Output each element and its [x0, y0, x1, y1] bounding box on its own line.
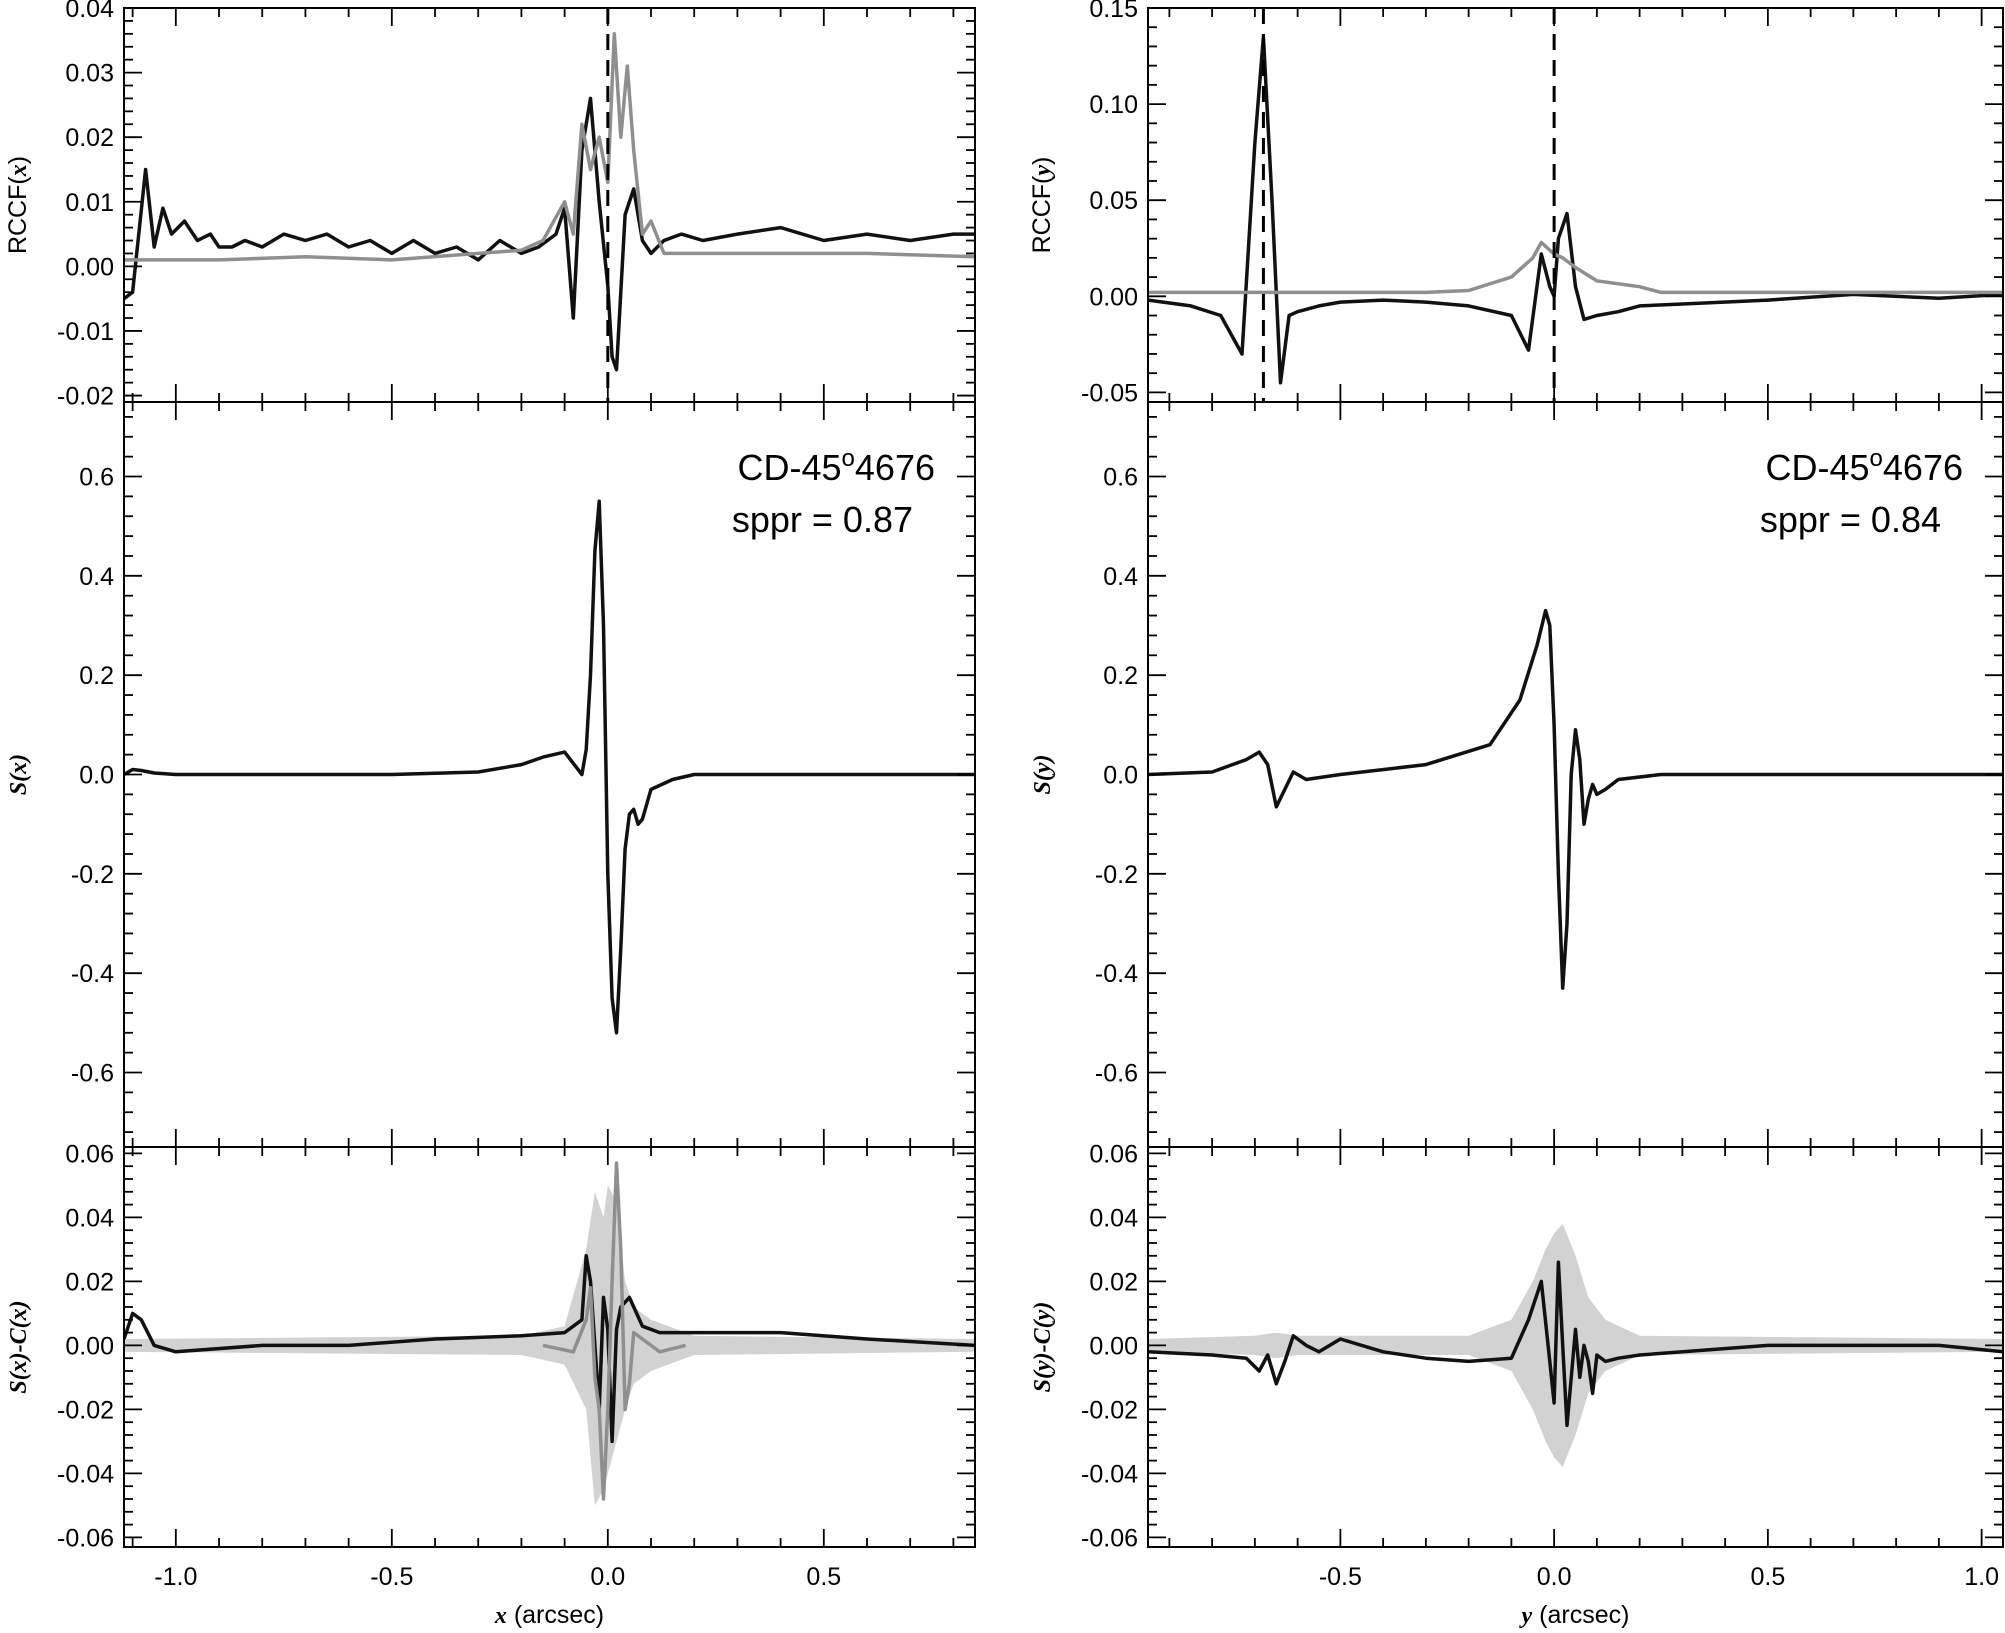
x-tick-label: 1.0: [1964, 1563, 1999, 1591]
y-tick-label: 0.00: [65, 1332, 114, 1360]
x-tick-label: -0.5: [370, 1563, 413, 1591]
plot-area: [1148, 35, 2003, 385]
series-line-1: [542, 1161, 687, 1501]
y-tick-label: -0.01: [57, 318, 114, 346]
series-line-0: [1148, 608, 2003, 990]
y-tick-label: -0.04: [57, 1460, 114, 1488]
y-axis-label: S(x)-C(x): [6, 1300, 32, 1393]
y-tick-label: 0.06: [65, 1140, 114, 1168]
x-tick-label: 0.5: [1750, 1563, 1785, 1591]
y-tick-label: -0.6: [71, 1060, 114, 1088]
y-tick-label: 0.2: [79, 662, 114, 690]
y-tick-label: 0.04: [65, 1204, 114, 1232]
y-tick-label: 0.03: [65, 60, 114, 88]
plot-area: [124, 32, 975, 372]
y-tick-label: -0.02: [57, 1396, 114, 1424]
x-tick-label: 0.0: [1537, 1563, 1572, 1591]
y-axis-label: RCCF(y): [1028, 157, 1056, 254]
panel-bottom-right: 0.06 0.04 0.02 0.00 -0.02 -0.04 -0.06 -0.5 0.0 0.…: [1030, 1140, 2004, 1629]
y-tick-label: -0.2: [1095, 861, 1138, 889]
y-tick-label: -0.04: [1081, 1460, 1138, 1488]
y-tick-label: -0.06: [1081, 1524, 1138, 1552]
y-tick-label: 0.10: [1089, 91, 1138, 119]
panel-top-left: 0.04 0.03 0.02 0.01 0.00 -0.01 -0.02 RCCF(x): [4, 0, 976, 411]
series-line-0: [124, 96, 975, 372]
x-tick-label: 0.0: [590, 1563, 625, 1591]
series-line-1: [124, 32, 975, 262]
x-tick-label: -1.0: [154, 1563, 197, 1591]
y-tick-label: -0.2: [71, 861, 114, 889]
y-tick-label: 0.06: [1089, 1140, 1138, 1168]
y-tick-label: 0.4: [79, 563, 114, 591]
y-tick-label: 0.15: [1089, 0, 1138, 23]
sppr-label: sppr = 0.84: [1760, 499, 1941, 540]
x-axis-label: x (arcsec): [494, 1601, 604, 1629]
axes-frame: [123, 1146, 976, 1548]
y-tick-label: 0.05: [1089, 187, 1138, 215]
y-tick-label: 0.04: [65, 0, 114, 23]
y-tick-label: 0.00: [1089, 1332, 1138, 1360]
series-line-0: [124, 499, 975, 1035]
y-tick-label: 0.0: [1103, 762, 1138, 790]
panel-middle-left: 0.6 0.4 0.2 0.0 -0.2 -0.4 -0.6 S(x) CD-45o4676 sp…: [6, 401, 976, 1148]
axes-frame: [1147, 1146, 2004, 1548]
y-tick-label: 0.6: [79, 464, 114, 492]
y-tick-label: -0.4: [71, 960, 114, 988]
y-tick-label: -0.05: [1081, 379, 1138, 407]
y-tick-label: 0.6: [1103, 464, 1138, 492]
star-name-label: CD-45o4676: [738, 445, 935, 488]
y-tick-label: 0.02: [1089, 1268, 1138, 1296]
y-tick-label: 0.0: [79, 762, 114, 790]
y-tick-label: 0.2: [1103, 662, 1138, 690]
panel-top-right: 0.15 0.10 0.05 0.00 -0.05 RCCF(y): [1028, 0, 2004, 407]
y-tick-label: 0.00: [65, 253, 114, 281]
y-tick-label: -0.02: [1081, 1396, 1138, 1424]
plot-area: [124, 1161, 975, 1506]
y-axis-label: S(y): [1030, 755, 1056, 795]
plot-area: [124, 499, 975, 1035]
plot-area: [1148, 608, 2003, 990]
y-tick-label: 0.00: [1089, 283, 1138, 311]
y-tick-label: -0.02: [57, 383, 114, 411]
y-tick-label: 0.4: [1103, 563, 1138, 591]
y-axis-label: S(y)-C(y): [1030, 1302, 1056, 1393]
y-tick-label: 0.02: [65, 124, 114, 152]
axes-frame: [123, 7, 976, 403]
y-axis-label: RCCF(x): [4, 156, 32, 254]
x-tick-label: -0.5: [1319, 1563, 1362, 1591]
panel-bottom-left: 0.06 0.04 0.02 0.00 -0.02 -0.04 -0.06 -1.0 -0.5 0…: [6, 1140, 976, 1629]
x-tick-label: 0.5: [806, 1563, 841, 1591]
series-line-0: [1148, 35, 2003, 385]
panel-middle-right: 0.6 0.4 0.2 0.0 -0.2 -0.4 -0.6 S(y) CD-45o4676 sp…: [1030, 401, 2004, 1148]
y-tick-label: -0.4: [1095, 960, 1138, 988]
y-tick-label: 0.04: [1089, 1204, 1138, 1232]
y-tick-label: -0.6: [1095, 1060, 1138, 1088]
star-name-label: CD-45o4676: [1766, 445, 1963, 488]
axes-frame: [1147, 7, 2004, 403]
y-tick-label: -0.06: [57, 1524, 114, 1552]
series-line-0: [1148, 1260, 2003, 1428]
plot-area: [1148, 1223, 2003, 1467]
sppr-label: sppr = 0.87: [732, 499, 913, 540]
y-axis-label: S(x): [6, 754, 32, 795]
y-tick-label: 0.01: [65, 189, 114, 217]
x-axis-label: y (arcsec): [1519, 1601, 1630, 1629]
y-tick-label: 0.02: [65, 1268, 114, 1296]
